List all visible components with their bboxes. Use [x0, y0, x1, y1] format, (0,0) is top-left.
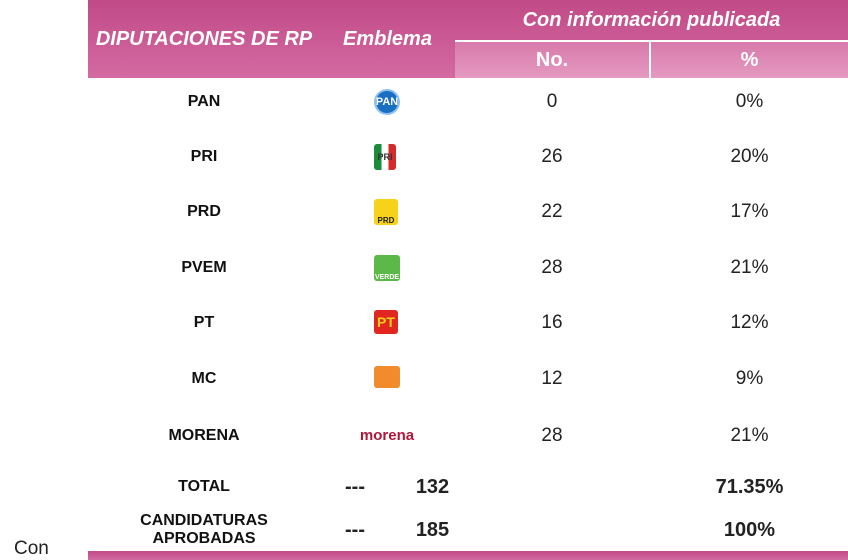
header-divider	[649, 40, 651, 78]
percent: 21%	[730, 257, 769, 278]
percent: 0%	[735, 91, 764, 112]
count: 0	[546, 91, 558, 112]
emblem: PAN	[374, 89, 400, 115]
party-name: PVEM	[181, 259, 227, 276]
party-name: PT	[193, 314, 215, 331]
header-col-party: DIPUTACIONES DE RP	[95, 28, 313, 50]
emblem: morena	[359, 426, 415, 444]
header-col-emblem: Emblema	[343, 28, 432, 50]
footer-text: Con	[14, 538, 49, 559]
count: 16	[541, 312, 563, 333]
count: 12	[541, 368, 563, 389]
total-dash: ---	[345, 518, 365, 541]
percent: 9%	[735, 368, 764, 389]
percent: 17%	[730, 201, 769, 222]
emblem: VERDE	[374, 255, 400, 281]
emblem: PT	[374, 310, 398, 334]
party-name: MC	[191, 370, 217, 387]
percent: 20%	[730, 146, 769, 167]
count: 28	[541, 425, 563, 446]
count: 22	[541, 201, 563, 222]
emblem: PRD	[374, 199, 398, 225]
total-percent: 100%	[723, 518, 776, 541]
count: 26	[541, 146, 563, 167]
total-percent: 71.35%	[715, 475, 784, 498]
total-count: 185	[415, 518, 450, 541]
footer-band	[88, 551, 848, 560]
header-group: Con información publicada	[522, 9, 781, 31]
party-name: PRI	[190, 148, 218, 165]
header-col-no: No.	[455, 40, 649, 78]
total-label: TOTAL	[178, 478, 230, 495]
count: 28	[541, 257, 563, 278]
emblem	[374, 366, 400, 388]
total-dash: ---	[345, 475, 365, 498]
percent: 21%	[730, 425, 769, 446]
party-name: MORENA	[168, 427, 240, 444]
total-label: CANDIDATURAS APROBADAS	[140, 512, 268, 547]
party-name: PAN	[187, 93, 221, 110]
emblem: PRI	[374, 144, 396, 170]
total-count: 132	[415, 475, 450, 498]
header-col-pct: %	[651, 40, 848, 78]
party-name: PRD	[187, 203, 221, 220]
percent: 12%	[730, 312, 769, 333]
